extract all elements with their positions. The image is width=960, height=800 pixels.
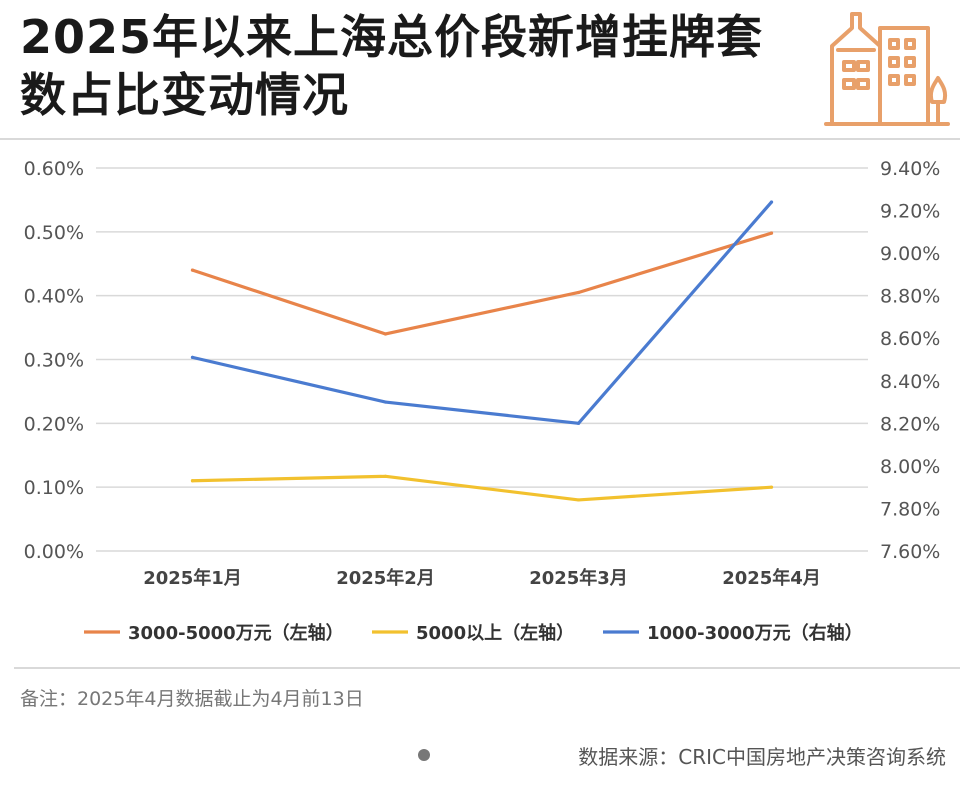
data-point — [190, 355, 195, 359]
header-divider — [0, 138, 960, 140]
y-right-tick-label: 9.40% — [880, 158, 940, 180]
y-right-tick-label: 8.00% — [880, 456, 940, 478]
y-right-tick-label: 7.80% — [880, 498, 940, 520]
data-point — [383, 400, 388, 404]
y-right-tick-label: 7.60% — [880, 541, 940, 563]
legend-label: 3000-5000万元（左轴） — [128, 622, 344, 644]
y-left-tick-label: 0.60% — [24, 158, 84, 180]
y-left-tick-label: 0.20% — [24, 413, 84, 435]
footnote: 备注：2025年4月数据截止为4月前13日 — [20, 688, 364, 710]
y-right-tick-label: 8.20% — [880, 413, 940, 435]
series-line-1 — [190, 231, 774, 336]
data-point — [576, 421, 581, 425]
page-title: 2025年以来上海总价段新增挂牌套数占比变动情况 — [20, 10, 764, 122]
x-tick-label: 2025年1月 — [143, 567, 242, 589]
series-line-3 — [190, 200, 774, 425]
data-point — [769, 231, 774, 235]
data-point — [769, 485, 774, 489]
x-tick-label: 2025年3月 — [529, 567, 628, 589]
line-chart: 0.00% 0.10% 0.20% 0.30% 0.40% 0.50% 0.60% 7.60%… — [24, 158, 941, 644]
data-point — [383, 474, 388, 478]
legend-label: 5000以上（左轴） — [416, 622, 574, 644]
data-point — [769, 200, 774, 204]
data-point — [190, 268, 195, 272]
y-left-tick-label: 0.00% — [24, 541, 84, 563]
data-source: 数据来源：CRIC中国房地产决策咨询系统 — [578, 745, 946, 769]
data-point — [190, 479, 195, 483]
source-bullet — [418, 749, 430, 761]
legend-label: 1000-3000万元（右轴） — [647, 622, 863, 644]
footer-divider — [14, 667, 960, 669]
y-right-tick-label: 8.40% — [880, 371, 940, 393]
building-logo-icon — [824, 12, 950, 126]
series-line-2 — [190, 474, 774, 502]
y-right-tick-label: 9.00% — [880, 243, 940, 265]
y-left-tick-label: 0.30% — [24, 350, 84, 372]
y-right-tick-label: 9.20% — [880, 201, 940, 223]
y-left-tick-label: 0.50% — [24, 222, 84, 244]
x-tick-label: 2025年2月 — [336, 567, 435, 589]
y-left-tick-label: 0.40% — [24, 286, 84, 308]
y-right-tick-label: 8.60% — [880, 328, 940, 350]
data-point — [576, 290, 581, 295]
x-tick-label: 2025年4月 — [722, 567, 821, 589]
y-left-tick-label: 0.10% — [24, 477, 84, 499]
y-right-tick-label: 8.80% — [880, 286, 940, 308]
data-point — [383, 332, 388, 336]
data-point — [576, 498, 581, 502]
